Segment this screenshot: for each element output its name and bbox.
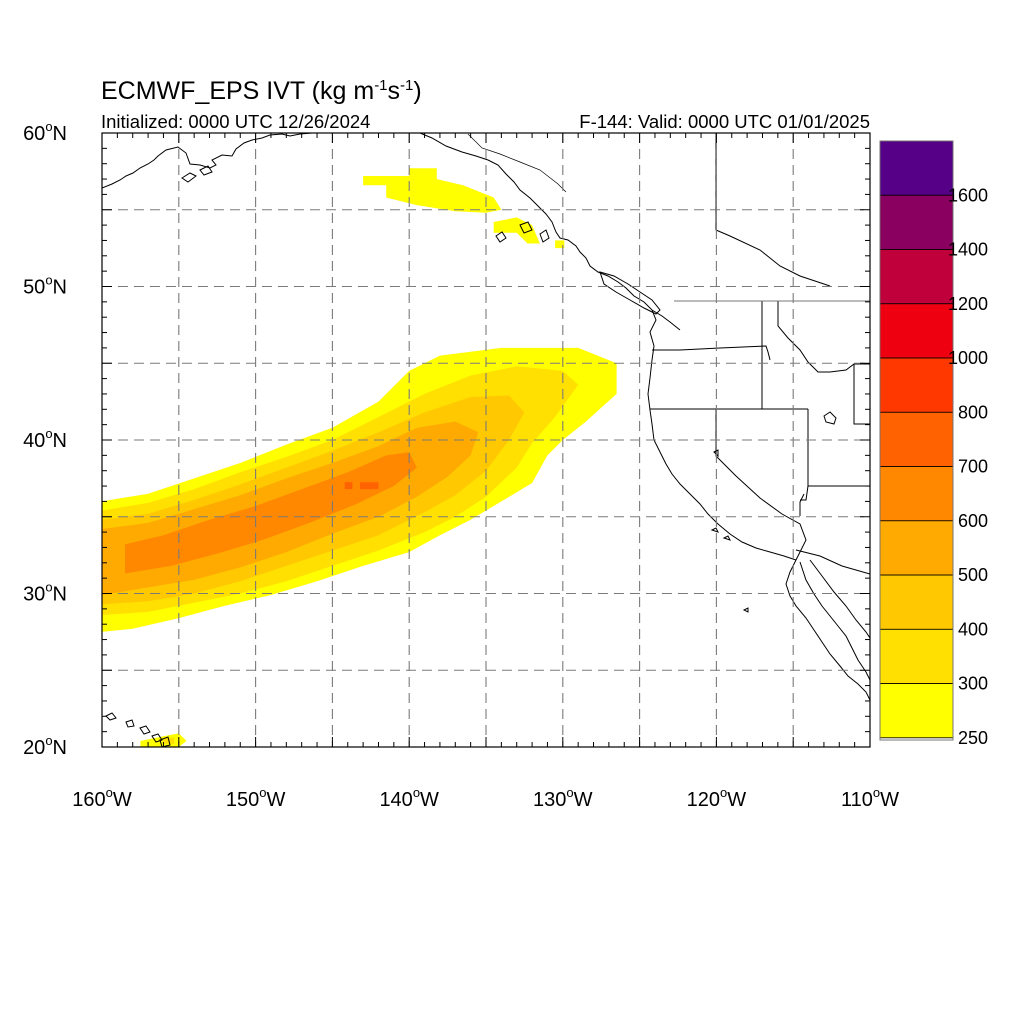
plot-area [102, 133, 870, 747]
y-tick-label: 60oN [23, 119, 67, 145]
wa-or-border [652, 345, 771, 361]
gridlines [102, 133, 870, 747]
colorbar-box-8 [879, 303, 954, 359]
alaska-panhandle-coastline [419, 133, 681, 331]
great-salt-lake [823, 411, 837, 425]
colorbar-frame [879, 140, 954, 741]
y-axis-labels: 60oN 50oN 40oN 30oN 20oN [23, 119, 67, 759]
mexico-mainland-coastline [809, 559, 870, 639]
alaska-coastline [102, 133, 313, 189]
alaska-islands [181, 165, 550, 243]
colorbar-label: 400 [958, 619, 988, 639]
baja-gulf-coastline [799, 561, 870, 681]
hawaii-islands [105, 712, 171, 747]
y-tick-label: 40oN [23, 426, 67, 452]
colorbar-box-2 [879, 628, 954, 684]
colorbar-label: 600 [958, 511, 988, 531]
ivt-region-1-2-250 [555, 240, 565, 249]
y-tick-label: 30oN [23, 580, 67, 606]
x-tick-label: 130oW [533, 785, 593, 811]
ivt-region-0-4-600 [125, 452, 417, 574]
colorbar-box-5 [879, 466, 954, 522]
colorbar-label: 250 [958, 728, 988, 748]
colorbar-box-4 [879, 520, 954, 576]
colorbar-box-3 [879, 574, 954, 630]
us-mexico-border [795, 549, 870, 575]
az-border [799, 485, 809, 516]
id-east-border [777, 301, 870, 373]
canada-border [467, 133, 567, 193]
coastlines [102, 133, 870, 747]
colorbar-box-11 [879, 140, 954, 196]
colorbar-label: 500 [958, 565, 988, 585]
vancouver-island [599, 271, 661, 315]
chart-title: ECMWF_EPS IVT (kg m-1s-1) [101, 77, 422, 105]
us-west-coastline [647, 309, 797, 561]
ivt-region-0-5-700 [344, 482, 353, 490]
colorbar: 250 300 400 500 600 700 800 1000 1200 1400 1600 [879, 140, 988, 748]
colorbar-box-6 [879, 411, 954, 467]
x-tick-label: 160oW [72, 785, 132, 811]
ca-nv-border [715, 409, 807, 561]
x-tick-label: 150oW [226, 785, 286, 811]
x-axis-labels: 160oW 150oW 140oW 130oW 120oW 110oW [72, 785, 899, 811]
political-boundaries [650, 133, 870, 575]
ivt-region-1-1-250 [493, 217, 540, 244]
ivt-region-1-0-250 [363, 168, 502, 213]
colorbar-label: 300 [958, 674, 988, 694]
colorbar-label: 1000 [948, 348, 988, 368]
x-tick-label: 140oW [379, 785, 439, 811]
colorbar-label: 1200 [948, 294, 988, 314]
colorbar-label: 1600 [948, 185, 988, 205]
colorbar-box-10 [879, 194, 954, 250]
init-time-label: Initialized: 0000 UTC 12/26/2024 [101, 111, 370, 132]
y-tick-label: 20oN [23, 733, 67, 759]
lakes [713, 411, 837, 458]
colorbar-box-9 [879, 249, 954, 305]
axis-ticks [101, 132, 871, 748]
colorbar-label: 800 [958, 402, 988, 422]
wy-border [853, 364, 870, 425]
colorbar-label: 700 [958, 457, 988, 477]
x-tick-label: 110oW [841, 785, 899, 811]
x-tick-label: 120oW [687, 785, 747, 811]
colorbar-label: 1400 [948, 240, 988, 260]
valid-time-label: F-144: Valid: 0000 UTC 01/01/2025 [579, 111, 870, 132]
ivt-field [102, 168, 617, 747]
colorbar-box-7 [879, 357, 954, 413]
colorbar-box-1 [879, 683, 954, 739]
y-tick-label: 50oN [23, 273, 67, 299]
channel-islands [710, 527, 749, 613]
baja-coastline [785, 559, 870, 701]
ivt-region-0-6-700 [360, 482, 379, 490]
